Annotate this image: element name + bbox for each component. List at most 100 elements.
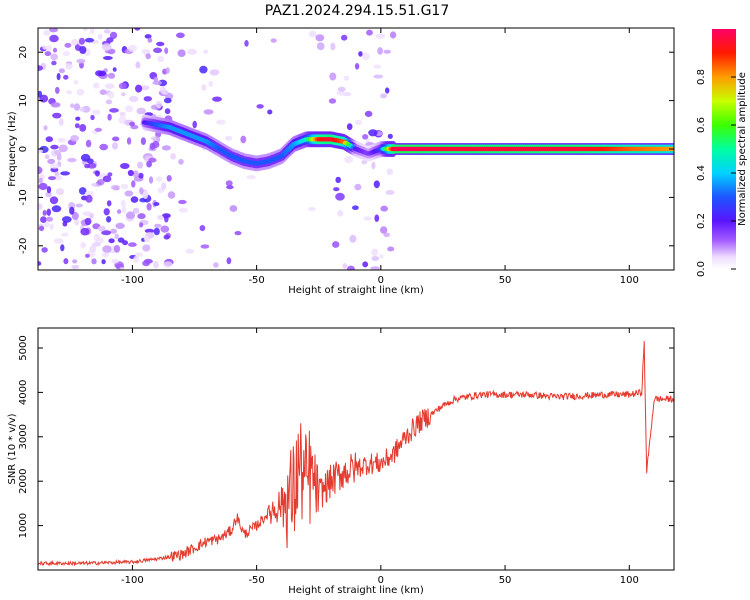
noise-cell (95, 70, 103, 77)
noise-cell (152, 80, 162, 86)
spectrogram-ylabel: Frequency (Hz) (7, 111, 18, 187)
noise-cell (178, 158, 184, 165)
noise-cell (78, 187, 87, 195)
noise-cell (101, 230, 112, 236)
noise-cell (44, 154, 50, 160)
noise-cell (267, 109, 273, 115)
noise-cell (387, 133, 393, 139)
x-tick-label: 100 (620, 275, 639, 286)
noise-cell (99, 89, 107, 95)
noise-cell (95, 170, 100, 177)
snr-plot-area (38, 328, 674, 570)
noise-cell (127, 242, 137, 247)
noise-cell (200, 244, 210, 249)
noise-cell (51, 205, 62, 213)
noise-cell (364, 110, 373, 117)
noise-cell (361, 52, 370, 61)
y-tick-label: 4000 (18, 380, 29, 405)
noise-cell (226, 257, 232, 265)
noise-cell (82, 211, 93, 216)
noise-cell (79, 46, 87, 54)
x-tick-label: -50 (248, 575, 264, 586)
noise-cell (363, 216, 372, 221)
noise-cell (112, 67, 117, 72)
noise-cell (354, 63, 360, 70)
noise-cell (49, 34, 59, 43)
noise-cell (80, 227, 90, 236)
noise-cell (90, 114, 95, 121)
noise-cell (128, 95, 139, 102)
noise-cell (140, 137, 146, 146)
noise-cell (38, 203, 43, 210)
noise-cell (185, 248, 195, 254)
noise-cell (387, 246, 395, 252)
noise-cell (154, 223, 162, 228)
noise-cell (142, 191, 149, 199)
noise-cell (106, 37, 114, 43)
noise-cell (121, 206, 127, 214)
noise-cell (150, 136, 157, 141)
noise-cell (105, 99, 113, 105)
noise-cell (128, 44, 137, 52)
noise-cell (50, 102, 61, 108)
noise-cell (38, 166, 43, 175)
noise-cell (385, 190, 395, 195)
noise-cell (366, 29, 373, 36)
noise-cell (134, 252, 144, 257)
noise-cell (110, 184, 120, 191)
noise-cell (358, 51, 363, 57)
noise-cell (385, 87, 390, 94)
noise-cell (333, 187, 340, 192)
x-tick-label: 50 (499, 575, 512, 586)
noise-cell (99, 143, 108, 151)
noise-cell (38, 261, 42, 266)
noise-cell (46, 216, 53, 222)
noise-cell (62, 51, 71, 57)
noise-cell (132, 170, 139, 178)
colorbar-label: Normalized spectral amplitude (737, 72, 748, 226)
x-tick-label: -50 (248, 275, 264, 286)
noise-cell (120, 199, 126, 208)
noise-cell (66, 90, 73, 95)
noise-cell (164, 47, 169, 54)
noise-cell (61, 216, 72, 223)
noise-cell (79, 124, 87, 132)
noise-cell (73, 103, 81, 111)
noise-cell (225, 135, 233, 141)
colorbar-tick-label: 0.8 (696, 69, 707, 85)
noise-cell (157, 55, 165, 63)
noise-cell (117, 237, 125, 243)
noise-cell (121, 92, 126, 97)
noise-cell (43, 29, 50, 36)
noise-cell (63, 258, 69, 265)
noise-cell (342, 92, 352, 97)
noise-cell (361, 159, 368, 165)
noise-cell (106, 216, 112, 223)
noise-cell (46, 208, 51, 216)
noise-cell (106, 200, 112, 207)
noise-cell (380, 226, 388, 234)
snr-series-line (38, 341, 674, 567)
noise-cell (80, 242, 87, 249)
noise-cell (103, 208, 110, 216)
noise-cell (48, 176, 56, 181)
noise-cell (120, 183, 129, 190)
noise-cell (42, 210, 47, 216)
noise-cell (216, 119, 226, 125)
noise-cell (85, 253, 90, 258)
noise-cell (109, 108, 119, 113)
noise-cell (256, 104, 264, 109)
noise-cell (137, 161, 144, 169)
spectrogram-xlabel: Height of straight line (km) (288, 285, 424, 296)
noise-cell (43, 125, 48, 131)
noise-cell (145, 53, 151, 60)
noise-cell (142, 260, 151, 267)
noise-cell (107, 91, 115, 99)
noise-cell (101, 259, 106, 265)
noise-cell (112, 136, 120, 142)
noise-cell (45, 136, 53, 143)
x-tick-label: -100 (121, 275, 144, 286)
noise-cell (38, 225, 45, 232)
noise-cell (73, 80, 79, 85)
noise-cell (157, 215, 164, 220)
